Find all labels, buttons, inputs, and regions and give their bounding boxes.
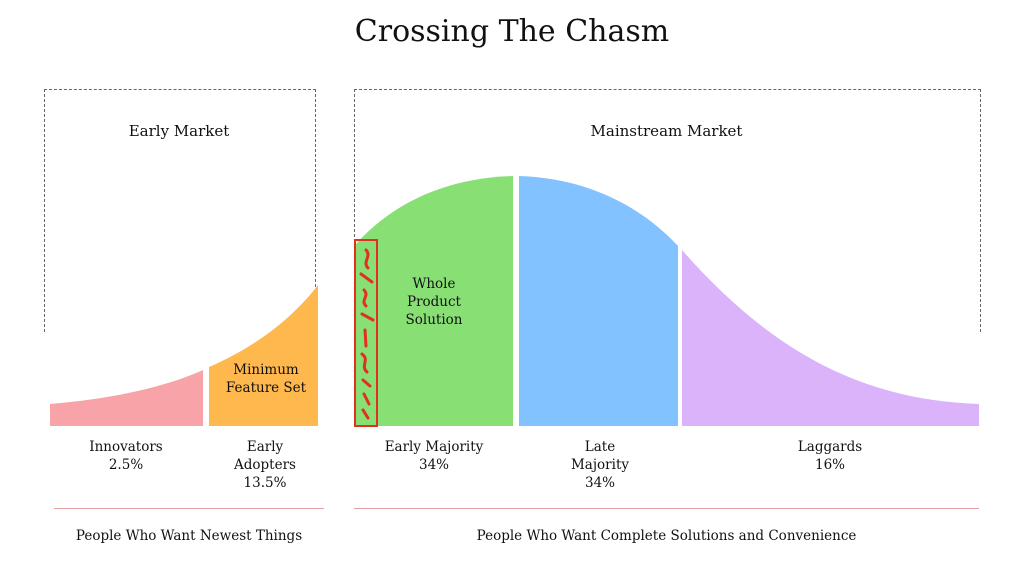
mainstream-market-label: Mainstream Market: [590, 122, 743, 140]
chasm-marker: [354, 239, 378, 427]
early-adopters-label: Early Adopters 13.5%: [234, 439, 296, 491]
early-market-box: [44, 89, 316, 332]
laggards-label: Laggards 16%: [797, 439, 863, 473]
late-majority-segment: [519, 176, 678, 426]
innovators-segment: [50, 370, 203, 426]
mainstream-market-box: [354, 89, 981, 332]
minimum-feature-set-label: Minimum Feature Set: [225, 362, 307, 396]
early-market-label: Early Market: [128, 122, 230, 140]
right-note: People Who Want Complete Solutions and C…: [476, 528, 857, 544]
early-majority-label: Early Majority 34%: [384, 439, 484, 473]
early-adopters-segment: [209, 285, 318, 426]
left-divider: [54, 508, 324, 509]
diagram-title: Crossing The Chasm: [354, 14, 670, 49]
laggards-segment: [682, 250, 979, 426]
right-divider: [354, 508, 979, 509]
left-note: People Who Want Newest Things: [75, 528, 303, 544]
early-majority-segment: [355, 176, 513, 426]
late-majority-label: Late Majority 34%: [570, 439, 629, 491]
innovators-label: Innovators 2.5%: [89, 439, 163, 473]
whole-product-solution-label: Whole Product Solution: [405, 276, 463, 328]
chasm-scribble: [359, 248, 375, 420]
